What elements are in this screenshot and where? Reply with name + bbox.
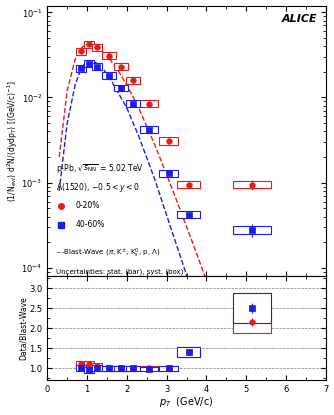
Bar [233, 293, 271, 323]
Bar [84, 41, 94, 48]
Text: Uncertainties: stat. (bar), syst. (box): Uncertainties: stat. (bar), syst. (box) [56, 268, 183, 274]
Bar [140, 366, 158, 371]
Bar [92, 44, 102, 51]
Bar [159, 170, 178, 176]
Y-axis label: (1/N$_{evt}$) d$^2$N/(dydp$_T$) [(GeV/c)$^{-1}$]: (1/N$_{evt}$) d$^2$N/(dydp$_T$) [(GeV/c)… [6, 80, 20, 202]
Text: ALICE: ALICE [282, 14, 317, 24]
Bar [177, 211, 200, 218]
Bar [140, 100, 158, 107]
Bar [140, 126, 158, 133]
Bar [159, 366, 178, 371]
Bar [76, 365, 86, 371]
Bar [84, 361, 94, 367]
Bar [76, 361, 86, 367]
Text: ---Blast-Wave ($\pi$, K$^{\pm}$, K$^0_{s}$, p, $\Lambda$): ---Blast-Wave ($\pi$, K$^{\pm}$, K$^0_{s… [56, 247, 160, 260]
Text: p-Pb, $\sqrt{s_{\rm NN}}$ = 5.02 TeV: p-Pb, $\sqrt{s_{\rm NN}}$ = 5.02 TeV [56, 163, 144, 176]
Bar [76, 65, 86, 72]
Bar [177, 347, 200, 357]
Bar [126, 100, 140, 107]
Bar [126, 366, 140, 371]
Bar [92, 364, 102, 369]
Bar [126, 366, 140, 371]
Bar [84, 60, 94, 67]
Bar [126, 77, 140, 84]
Text: $\Lambda$(1520), $-0.5 < y < 0$: $\Lambda$(1520), $-0.5 < y < 0$ [56, 181, 139, 195]
Bar [233, 226, 271, 234]
Text: 40-60%: 40-60% [75, 220, 105, 229]
Bar [233, 181, 271, 188]
Text: 0-20%: 0-20% [75, 201, 100, 210]
Bar [114, 63, 128, 71]
Bar [140, 366, 158, 371]
Bar [177, 181, 200, 188]
Bar [92, 63, 102, 70]
Bar [84, 367, 94, 373]
Bar [159, 137, 178, 144]
Bar [233, 311, 271, 333]
Bar [114, 366, 128, 371]
Bar [102, 52, 116, 59]
Y-axis label: Data/Blast-Wave: Data/Blast-Wave [19, 296, 28, 360]
Bar [159, 366, 178, 371]
Bar [76, 48, 86, 55]
Bar [102, 366, 116, 371]
Bar [114, 366, 128, 371]
Bar [177, 347, 200, 357]
Bar [92, 365, 102, 371]
Bar [102, 72, 116, 79]
Bar [102, 366, 116, 371]
Bar [114, 85, 128, 91]
X-axis label: $p_T$  (GeV/c): $p_T$ (GeV/c) [159, 395, 214, 410]
